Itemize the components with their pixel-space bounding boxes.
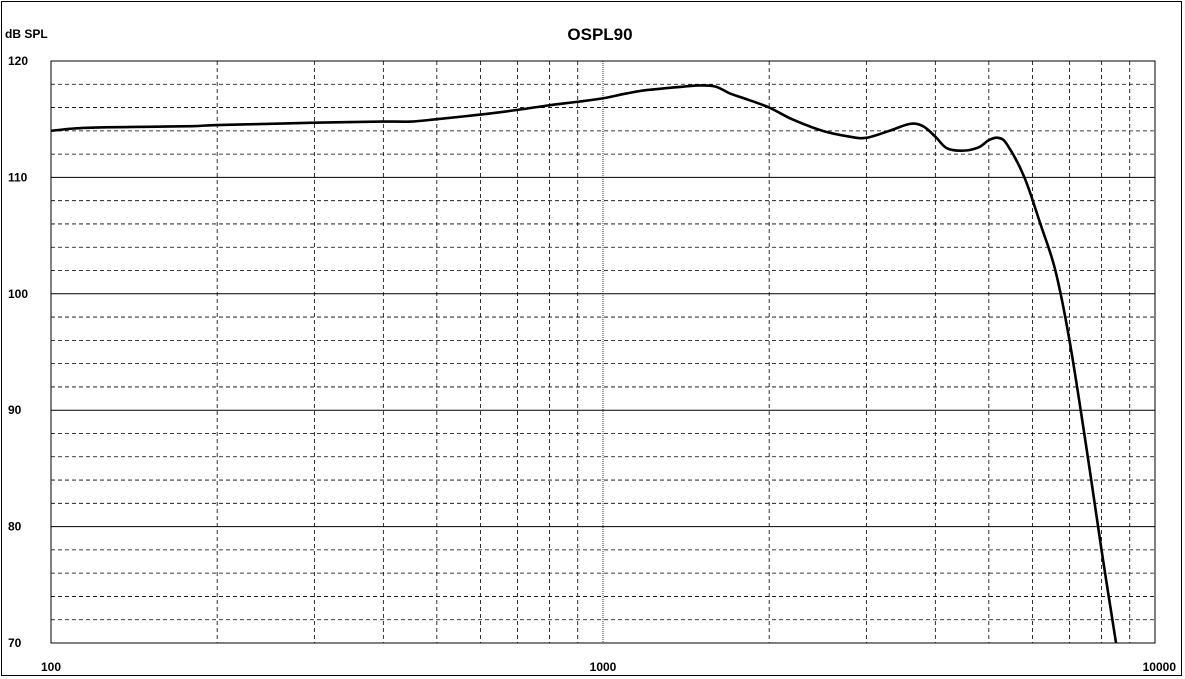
y-tick-label: 70	[8, 636, 22, 650]
x-tick-labels: 100 1000 10000	[41, 660, 1176, 674]
series-line	[51, 84, 1118, 643]
y-tick-labels: 120 110 100 90 80 70	[8, 54, 28, 650]
major-gridlines	[51, 61, 1155, 643]
y-axis-label: dB SPL	[5, 27, 48, 41]
x-tick-label: 10000	[1143, 660, 1177, 674]
minor-vertical-gridlines	[216, 61, 1131, 643]
y-tick-label: 110	[8, 170, 28, 184]
y-tick-label: 90	[8, 403, 22, 417]
y-tick-label: 120	[8, 54, 28, 68]
x-tick-label: 100	[41, 660, 61, 674]
y-tick-label: 100	[8, 287, 28, 301]
x-tick-label: 1000	[590, 660, 617, 674]
chart-title: OSPL90	[567, 25, 632, 44]
plot-area-border	[50, 60, 1156, 644]
minor-horizontal-gridlines	[51, 83, 1155, 621]
y-tick-label: 80	[8, 520, 22, 534]
